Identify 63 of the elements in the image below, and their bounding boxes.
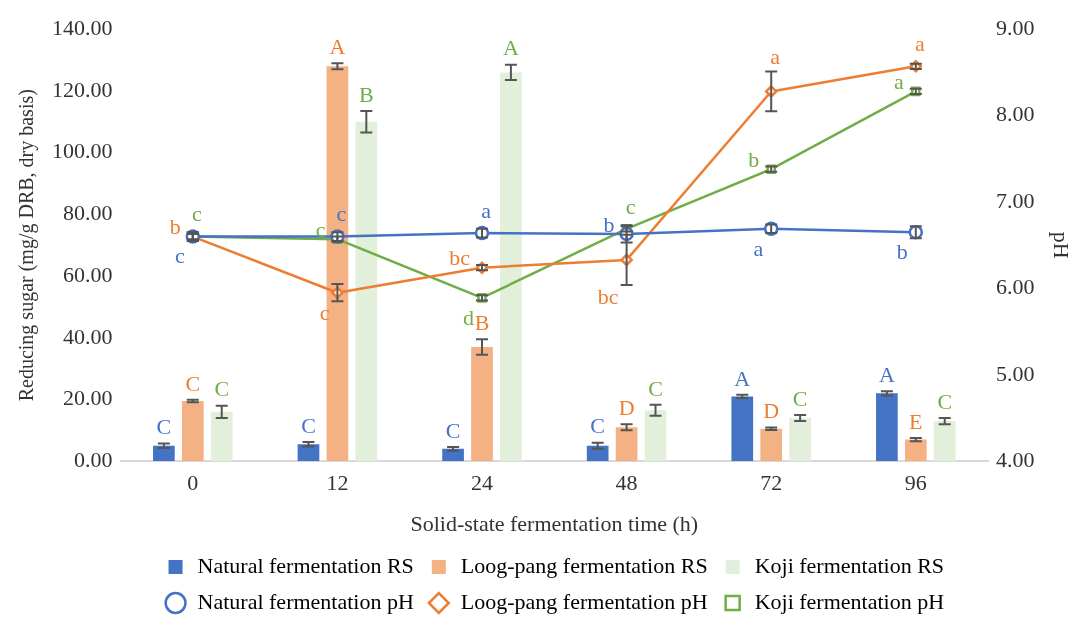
x-tick-label: 12 [326,470,349,496]
data-label: A [878,361,895,387]
y-tick-label: 120.00 [52,76,113,102]
y2-tick-label: 6.00 [996,274,1035,300]
data-label: a [753,235,764,261]
data-label: a [894,69,905,95]
y-tick-label: 0.00 [74,446,113,472]
data-label: C [185,370,201,396]
data-label: A [734,365,751,391]
y2-tick-label: 9.00 [996,14,1035,40]
y-tick-label: 140.00 [52,14,113,40]
x-tick-label: 96 [904,470,927,496]
x-tick-label: 48 [615,470,638,496]
y-tick-label: 80.00 [63,200,113,226]
data-label: D [763,398,780,424]
data-label: B [358,81,374,107]
y-tick-label: 60.00 [63,261,113,287]
y2-axis-title: pH [1049,231,1075,259]
data-label: b [896,239,908,265]
data-label: d [463,304,474,330]
data-label: A [329,33,346,59]
data-label: C [937,388,953,414]
y2-tick-label: 7.00 [996,187,1035,213]
data-label: C [445,417,461,443]
y2-tick-label: 5.00 [996,360,1035,386]
data-label: b [169,214,181,240]
data-label: a [481,197,492,223]
data-label: C [214,376,230,402]
data-label: E [909,408,923,434]
x-tick-label: 0 [187,470,199,496]
y-tick-label: 40.00 [63,323,113,349]
data-label: A [502,35,519,61]
data-label: c [625,193,636,219]
data-label: c [191,201,202,227]
data-label: a [914,31,925,57]
data-label: C [301,412,316,438]
data-label: D [618,394,635,420]
data-label: c [175,243,186,269]
x-tick-label: 72 [760,470,783,496]
data-label: a [770,44,781,70]
legend-label: Natural fermentation RS [197,552,414,578]
legend-label: Koji fermentation RS [754,552,945,578]
y-tick-label: 100.00 [52,138,113,164]
x-tick-label: 24 [471,470,493,496]
y2-tick-label: 4.00 [996,446,1035,472]
data-label: b [748,146,760,172]
data-label: C [156,414,172,440]
x-axis-title: Solid-state fermentation time (h) [410,510,699,536]
data-label: bc [449,245,471,271]
data-label: C [792,385,808,411]
legend-label: Loog-pang fermentation pH [460,588,708,614]
data-label: B [474,310,490,336]
data-label: b [603,211,615,237]
data-label: bc [597,283,619,309]
data-label: c [336,201,347,227]
legend-label: Natural fermentation pH [197,588,414,614]
y-axis-title: Reducing sugar (mg/g DRB, dry basis) [15,89,39,402]
y-tick-label: 20.00 [63,385,113,411]
legend-label: Koji fermentation pH [754,588,945,614]
y2-tick-label: 8.00 [996,101,1035,127]
legend-label: Loog-pang fermentation RS [460,552,708,578]
data-label: C [590,413,606,439]
data-label: C [648,375,663,401]
